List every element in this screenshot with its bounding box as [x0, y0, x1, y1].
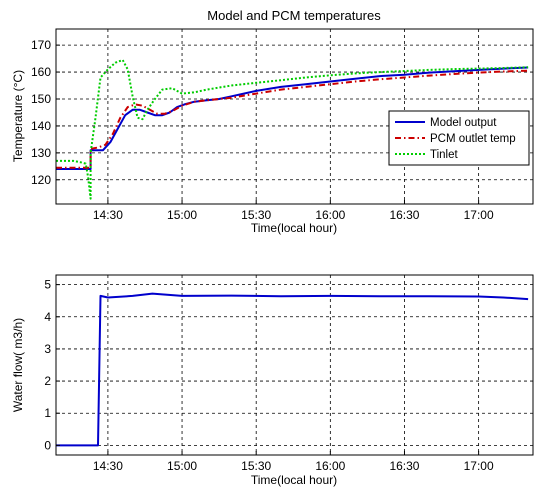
x-tick-label: 16:30	[389, 459, 419, 473]
legend-label-model-output: Model output	[430, 117, 497, 129]
x-axis-label: Time(local hour)	[251, 221, 337, 235]
y-tick-label: 160	[31, 65, 51, 79]
series-line-pcm-outlet-temp	[56, 69, 529, 169]
y-tick-label: 4	[44, 310, 51, 324]
plot-frame	[55, 28, 534, 205]
x-tick-label: 15:30	[241, 208, 271, 222]
x-tick-label: 15:00	[167, 208, 197, 222]
x-tick-label: 14:30	[93, 208, 123, 222]
series-line-tinlet	[56, 59, 529, 200]
x-tick-label: 16:00	[315, 459, 345, 473]
water-flow-chart: 14:30 15:00 15:30 16:00 16:30 17:00 0 1 2 3 4 5 Tim…	[11, 274, 534, 487]
y-axis-label: Water flow( m3/h)	[11, 318, 25, 412]
y-tick-label: 0	[44, 438, 51, 452]
y-tick-label: 1	[44, 406, 51, 420]
y-tick-label: 170	[31, 38, 51, 52]
y-tick-label: 120	[31, 173, 51, 187]
series-lines	[56, 292, 529, 447]
axis-ticks: 14:30 15:00 15:30 16:00 16:30 17:00 0 1 2 3 4 5	[44, 278, 494, 473]
y-tick-label: 140	[31, 119, 51, 133]
x-tick-label: 17:00	[464, 208, 494, 222]
plot-frame	[55, 274, 534, 456]
y-tick-label: 3	[44, 342, 51, 356]
series-line-water-flow	[56, 292, 529, 447]
x-tick-label: 15:00	[167, 459, 197, 473]
y-tick-label: 150	[31, 92, 51, 106]
x-tick-label: 15:30	[241, 459, 271, 473]
x-tick-label: 17:00	[464, 459, 494, 473]
legend-label-tinlet: Tinlet	[430, 149, 458, 161]
x-axis-label: Time(local hour)	[251, 473, 337, 487]
axis-ticks: 14:30 15:00 15:30 16:00 16:30 17:00 120 130 140 1…	[31, 38, 494, 222]
grid-lines	[56, 275, 533, 455]
legend-label-pcm-outlet-temp: PCM outlet temp	[430, 133, 516, 145]
y-tick-label: 130	[31, 146, 51, 160]
y-axis-label: Temperature (°C)	[11, 70, 25, 162]
x-tick-label: 16:30	[389, 208, 419, 222]
series-lines	[56, 59, 529, 200]
plot-area	[56, 275, 533, 455]
y-tick-label: 2	[44, 374, 51, 388]
legend: Model output PCM outlet temp Tinlet	[388, 110, 530, 166]
x-tick-label: 14:30	[93, 459, 123, 473]
x-tick-label: 16:00	[315, 208, 345, 222]
y-tick-label: 5	[44, 278, 51, 292]
chart-title: Model and PCM temperatures	[207, 8, 381, 23]
temperature-chart: Model and PCM temperatures 14:30 15:00 15:…	[11, 8, 534, 235]
